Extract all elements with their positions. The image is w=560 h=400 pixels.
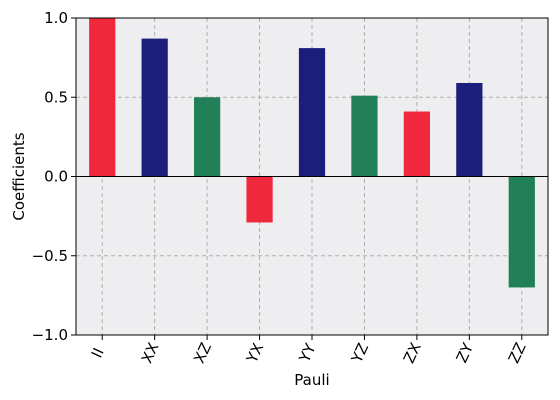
y-tick-label: 1.0 <box>44 9 68 27</box>
x-tick-label: ZY <box>453 340 478 366</box>
y-tick-label: −0.5 <box>32 247 68 265</box>
bar-xx <box>141 38 168 177</box>
x-tick-label: YY <box>295 340 320 366</box>
bars <box>89 18 535 288</box>
y-tick-label: −1.0 <box>32 326 68 344</box>
bar-zy <box>456 82 483 177</box>
bar-yx <box>246 176 273 223</box>
y-tick-label: 0.5 <box>44 88 68 106</box>
bar-ii <box>89 18 116 177</box>
bar-zx <box>403 111 430 177</box>
x-tick-label: II <box>88 345 108 361</box>
bar-yy <box>298 48 326 177</box>
x-tick-label: XX <box>138 340 163 366</box>
y-axis-ticks: −1.0 −0.5 0.0 0.5 1.0 <box>32 9 76 344</box>
bar-xz <box>194 97 221 177</box>
x-tick-label: XZ <box>190 340 215 366</box>
bar-zz <box>508 176 535 288</box>
y-tick-label: 0.0 <box>44 168 68 186</box>
x-axis-label: Pauli <box>294 371 329 389</box>
bar-yz <box>351 95 378 177</box>
x-tick-label: YX <box>242 340 267 366</box>
x-tick-label: YZ <box>347 340 372 366</box>
x-tick-label: ZZ <box>505 340 530 366</box>
x-tick-label: ZX <box>400 340 425 366</box>
x-axis-ticks: II XX XZ YX YY YZ ZX ZY ZZ <box>88 335 530 366</box>
y-axis-label: Coefficients <box>10 132 28 220</box>
